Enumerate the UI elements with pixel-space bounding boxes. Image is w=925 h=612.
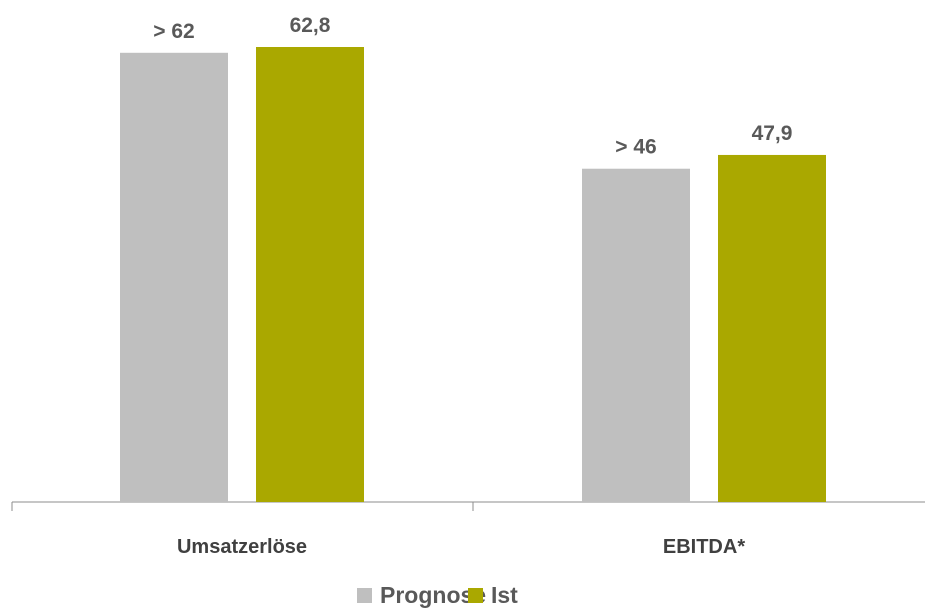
legend-swatch bbox=[468, 588, 483, 603]
x-tick-label: EBITDA* bbox=[663, 536, 745, 558]
category-labels: Umsatzerlöse EBITDA* bbox=[177, 536, 745, 558]
bar-prognose-2 bbox=[582, 168, 690, 503]
bar-group bbox=[120, 47, 826, 503]
bar-ist-1 bbox=[256, 47, 364, 502]
legend-item-ist: Ist bbox=[468, 582, 518, 608]
data-label: 62,8 bbox=[290, 14, 331, 37]
x-tick-label: Umsatzerlöse bbox=[177, 536, 307, 558]
data-label: 47,9 bbox=[752, 122, 793, 145]
x-axis bbox=[11, 501, 925, 511]
data-label: > 62 bbox=[153, 20, 194, 43]
bar-ist-2 bbox=[718, 154, 826, 502]
legend-swatch bbox=[357, 588, 372, 603]
legend-item-prognose: Prognose bbox=[357, 582, 486, 608]
value-labels: > 62 62,8 > 46 47,9 bbox=[153, 14, 792, 159]
legend-label: Ist bbox=[491, 582, 518, 608]
data-label: > 46 bbox=[615, 136, 656, 159]
legend: Prognose Ist bbox=[357, 582, 518, 608]
bar-prognose-1 bbox=[120, 52, 228, 503]
